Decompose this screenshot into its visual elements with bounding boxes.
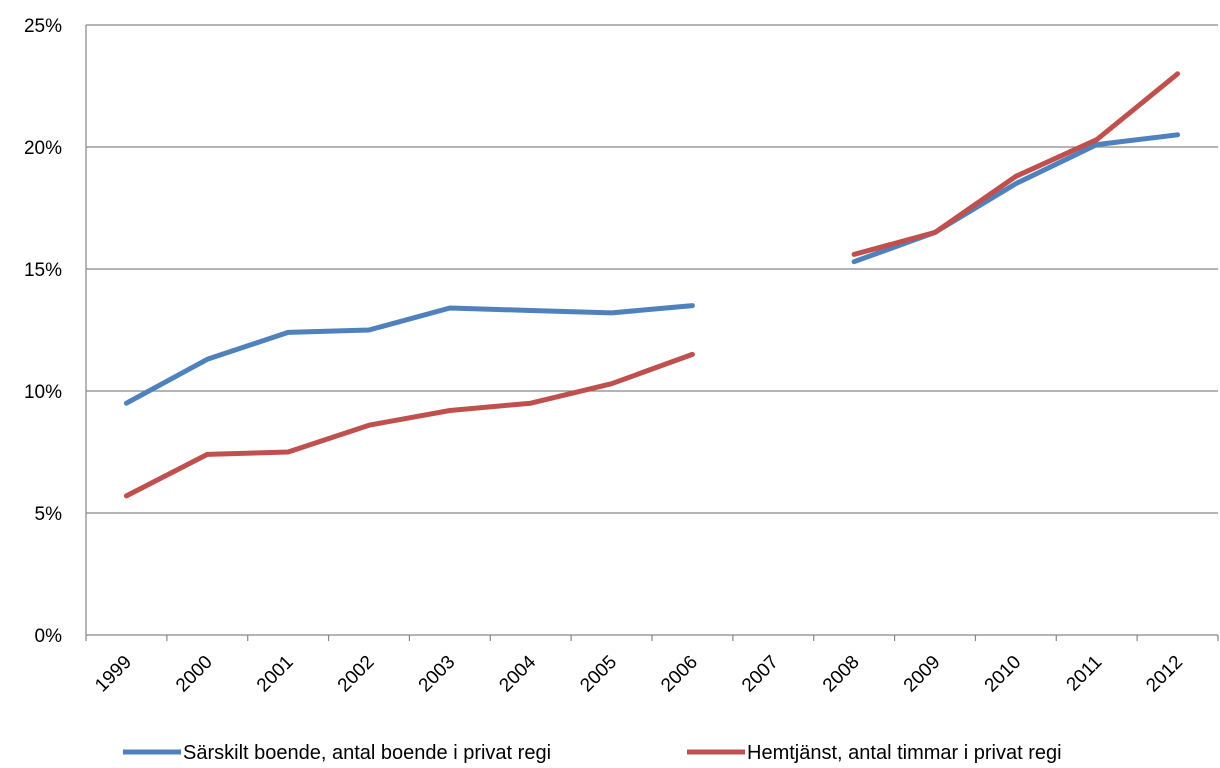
y-tick-label: 0% <box>35 626 63 647</box>
x-tick-label: 2000 <box>172 652 217 697</box>
series-lines <box>123 71 1181 499</box>
series-1-line-segment-0 <box>123 351 695 499</box>
y-tick-label: 5% <box>35 504 63 525</box>
gridlines <box>86 24 1218 514</box>
y-tick-label: 25% <box>24 16 62 37</box>
series-1-line-segment-1 <box>851 71 1181 257</box>
axes <box>85 25 1219 641</box>
x-tick-label: 2009 <box>900 652 945 697</box>
x-tick-label: 2006 <box>657 652 702 697</box>
x-tick-label: 1999 <box>91 652 136 697</box>
y-tick-label: 20% <box>24 138 62 159</box>
legend: Särskilt boende, antal boende i privat r… <box>123 742 1062 764</box>
y-tick-label: 15% <box>24 260 62 281</box>
x-tick-label: 2007 <box>738 652 783 697</box>
y-axis-tick-labels: 0% 5% 10% 15% 20% 25% <box>24 16 62 647</box>
x-tick-label: 2012 <box>1142 652 1187 697</box>
x-tick-label: 2002 <box>334 652 379 697</box>
series-0-line-segment-0 <box>123 303 695 406</box>
x-tick-label: 2005 <box>576 652 621 697</box>
x-tick-label: 2010 <box>981 652 1026 697</box>
x-tick-label: 2001 <box>253 652 298 697</box>
x-tick-label: 2008 <box>819 652 864 697</box>
legend-label-sarskilt-boende: Särskilt boende, antal boende i privat r… <box>183 742 551 764</box>
x-tick-label: 2004 <box>496 651 541 696</box>
y-tick-label: 10% <box>24 382 62 403</box>
x-tick-label: 2003 <box>415 652 460 697</box>
x-axis-tick-labels: 1999 2000 2001 2002 2003 2004 2005 2006 2007 2008… <box>91 651 1187 696</box>
legend-label-hemtjanst: Hemtjänst, antal timmar i privat regi <box>747 742 1062 764</box>
x-tick-label: 2011 <box>1063 652 1107 696</box>
